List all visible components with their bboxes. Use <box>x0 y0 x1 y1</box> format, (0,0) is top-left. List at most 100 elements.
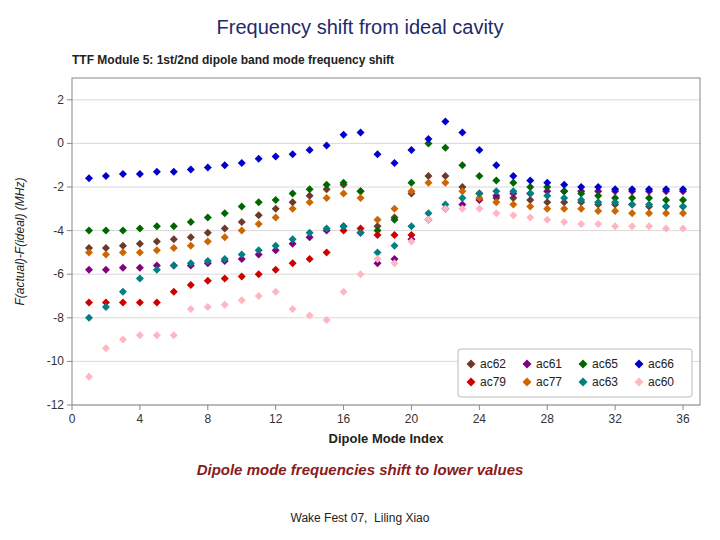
point <box>594 207 602 215</box>
point <box>390 259 398 267</box>
point <box>458 129 466 137</box>
point <box>136 224 144 232</box>
point <box>390 159 398 167</box>
x-tick <box>547 405 548 410</box>
legend-label: ac60 <box>648 375 674 389</box>
point <box>679 203 687 211</box>
point <box>560 181 568 189</box>
point <box>475 146 483 154</box>
point <box>204 257 212 265</box>
y-tick <box>67 405 72 406</box>
point <box>221 161 229 169</box>
series <box>85 187 687 321</box>
point <box>594 198 602 206</box>
point <box>306 146 314 154</box>
point <box>679 185 687 193</box>
point <box>323 224 331 232</box>
x-tick-label: 36 <box>676 412 690 426</box>
point <box>119 227 127 235</box>
legend: ac62ac61ac65ac66ac79ac77ac63ac60 <box>458 349 692 397</box>
point <box>153 246 161 254</box>
point <box>255 198 263 206</box>
point <box>509 211 517 219</box>
point <box>204 229 212 237</box>
point <box>509 187 517 195</box>
point <box>289 205 297 213</box>
point <box>458 161 466 169</box>
point <box>289 190 297 198</box>
point <box>170 331 178 339</box>
point <box>238 218 246 226</box>
point <box>390 216 398 224</box>
point <box>340 222 348 230</box>
grid-line <box>72 274 700 275</box>
point <box>221 209 229 217</box>
point <box>221 255 229 263</box>
x-tick <box>343 405 344 410</box>
point <box>441 144 449 152</box>
point <box>407 222 415 230</box>
point <box>492 198 500 206</box>
point <box>323 181 331 189</box>
point <box>255 246 263 254</box>
grid-line <box>72 230 700 231</box>
point <box>170 168 178 176</box>
point <box>374 255 382 263</box>
legend-label: ac79 <box>480 375 506 389</box>
point <box>543 216 551 224</box>
x-tick-label: 28 <box>541 412 555 426</box>
subtitle: TTF Module 5: 1st/2nd dipole band mode f… <box>72 53 394 67</box>
point <box>441 118 449 126</box>
point <box>238 251 246 259</box>
point <box>289 150 297 158</box>
point <box>272 242 280 250</box>
point <box>543 179 551 187</box>
point <box>102 172 110 180</box>
point <box>340 190 348 198</box>
legend-swatch <box>523 378 532 387</box>
point <box>407 146 415 154</box>
y-tick-label: -8 <box>53 311 64 325</box>
point <box>255 292 263 300</box>
x-tick-label: 20 <box>405 412 419 426</box>
point <box>170 288 178 296</box>
x-tick-label: 0 <box>69 412 76 426</box>
point <box>187 242 195 250</box>
point <box>340 131 348 139</box>
annotation: Dipole mode frequencies shift to lower v… <box>197 461 524 478</box>
point <box>102 344 110 352</box>
point <box>221 275 229 283</box>
x-tick-label: 16 <box>337 412 351 426</box>
point <box>153 331 161 339</box>
y-tick <box>67 274 72 275</box>
point <box>255 270 263 278</box>
point <box>323 248 331 256</box>
legend-label: ac61 <box>536 357 562 371</box>
x-tick-label: 24 <box>473 412 487 426</box>
point <box>357 229 365 237</box>
point <box>136 240 144 248</box>
legend-swatch <box>635 378 644 387</box>
point <box>662 203 670 211</box>
point <box>153 238 161 246</box>
grid-line <box>72 143 700 144</box>
point <box>374 216 382 224</box>
point <box>509 200 517 208</box>
point <box>357 129 365 137</box>
x-tick <box>207 405 208 410</box>
grid <box>72 100 700 405</box>
point <box>679 224 687 232</box>
x-tick <box>411 405 412 410</box>
point <box>204 277 212 285</box>
point <box>221 233 229 241</box>
x-axis-label: Dipole Mode Index <box>329 431 445 446</box>
point <box>577 205 585 213</box>
x-tick <box>72 405 73 410</box>
point <box>611 222 619 230</box>
legend-swatch <box>579 378 588 387</box>
point <box>628 200 636 208</box>
plot-frame <box>72 78 700 405</box>
point <box>85 174 93 182</box>
point <box>611 185 619 193</box>
x-tick <box>615 405 616 410</box>
